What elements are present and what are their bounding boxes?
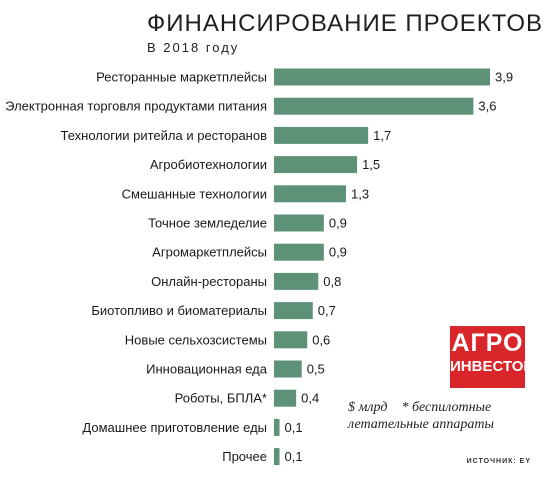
value-label: 0,8 xyxy=(323,274,341,289)
value-label: 0,7 xyxy=(318,303,336,318)
value-label: 1,3 xyxy=(351,186,369,201)
bar xyxy=(274,68,490,86)
bar xyxy=(274,156,358,174)
bar xyxy=(274,448,280,466)
category-label: Точное земледелие xyxy=(148,216,267,231)
category-label: Домашнее приготовление еды xyxy=(82,420,267,435)
category-label: Ресторанные маркетплейсы xyxy=(96,70,267,85)
chart-title: ФИНАНСИРОВАНИЕ ПРОЕКТОВ xyxy=(147,10,544,37)
logo-line-2: ИНВЕСТОР xyxy=(450,358,534,375)
value-label: 0,1 xyxy=(285,449,303,464)
chart-note: $ млрд * беспилотные летательные аппараты xyxy=(348,399,538,433)
category-label: Смешанные технологии xyxy=(122,186,267,201)
value-label: 0,9 xyxy=(329,245,347,260)
bar xyxy=(274,331,308,349)
value-label: 3,9 xyxy=(495,70,513,85)
value-label: 0,4 xyxy=(301,391,319,406)
category-label: Агромаркетплейсы xyxy=(152,245,267,260)
chart-subtitle: В 2018 году xyxy=(147,40,240,55)
bar xyxy=(274,126,369,144)
value-label: 0,6 xyxy=(312,332,330,347)
footnote: * беспилотные летательные аппараты xyxy=(348,400,494,432)
unit-note: $ млрд xyxy=(348,400,388,415)
bar xyxy=(274,418,280,436)
category-label: Биотопливо и биоматериалы xyxy=(91,303,267,318)
category-label: Онлайн-рестораны xyxy=(151,274,267,289)
bar xyxy=(274,243,324,261)
bar xyxy=(274,272,319,290)
logo-line-1: АГРО xyxy=(451,329,524,357)
bar xyxy=(274,185,346,203)
source-label: ИСТОЧНИК: EY xyxy=(466,458,531,465)
bar xyxy=(274,97,474,115)
bar xyxy=(274,389,297,407)
value-label: 0,1 xyxy=(285,420,303,435)
value-label: 0,9 xyxy=(329,216,347,231)
bar xyxy=(274,214,324,232)
category-label: Новые сельхозсистемы xyxy=(125,332,267,347)
value-label: 3,6 xyxy=(478,99,496,114)
category-label: Прочее xyxy=(222,449,267,464)
category-label: Роботы, БПЛА* xyxy=(175,391,267,406)
bar xyxy=(274,302,313,320)
value-label: 1,7 xyxy=(373,128,391,143)
value-label: 1,5 xyxy=(362,157,380,172)
category-label: Технологии ритейла и ресторанов xyxy=(61,128,268,143)
bar xyxy=(274,360,302,378)
category-label: Электронная торговля продуктами питания xyxy=(5,99,267,114)
category-label: Инновационная еда xyxy=(146,362,268,377)
value-label: 0,5 xyxy=(307,362,325,377)
agroinvestor-logo: АГРО ИНВЕСТОР xyxy=(450,326,534,388)
category-label: Агробиотехнологии xyxy=(150,157,267,172)
